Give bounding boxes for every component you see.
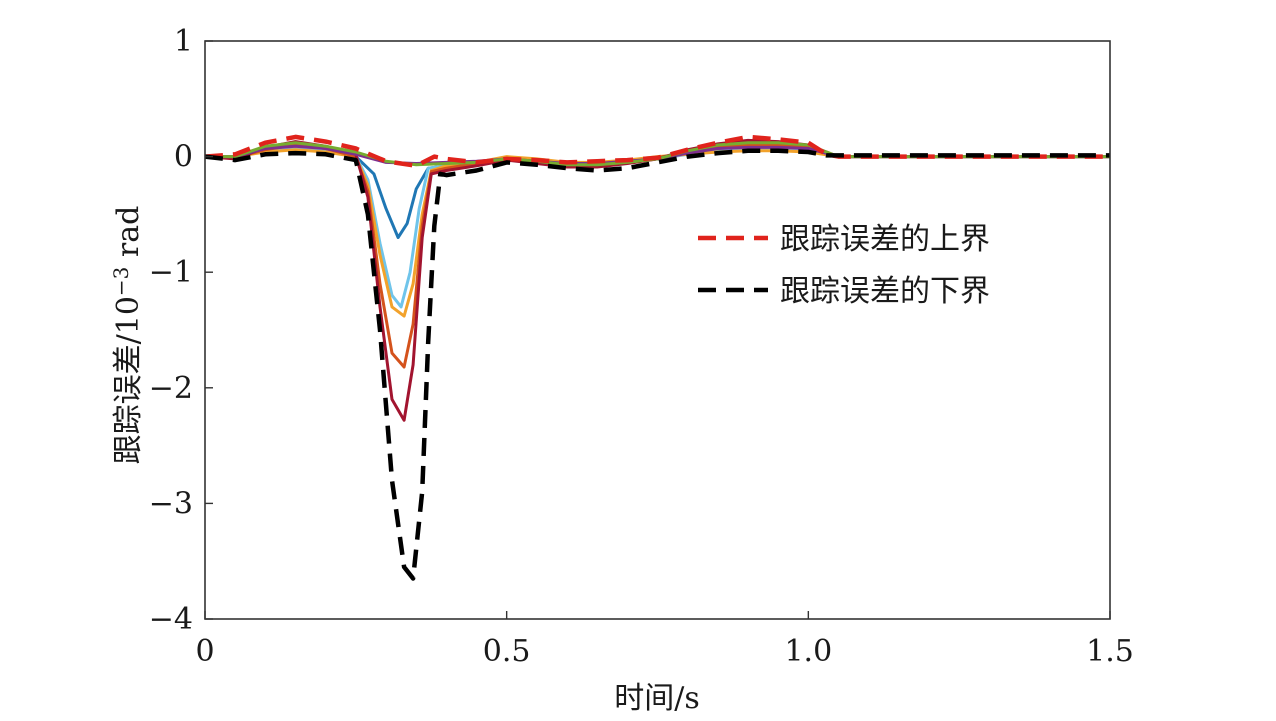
y-tick-label: −3 [149,486,193,521]
y-tick-label: −4 [149,602,193,637]
x-tick-label: 1.0 [784,634,832,669]
ticks-layer: 0 0.5 1.0 1.5 1 0 −1 −2 −3 −4 [149,24,1134,669]
y-tick-label: 1 [174,24,193,59]
y-tick-label: −2 [149,371,193,406]
series-layer [204,134,1110,581]
y-tick-label: 0 [174,140,193,175]
x-tick-label: 0 [195,634,214,669]
y-axis-label-exponent: −3 [109,267,133,296]
x-axis-label: 时间/s [614,681,700,716]
y-axis-label: 跟踪误差/10−3 rad [109,206,146,465]
legend-label: 跟踪误差的上界 [780,222,990,257]
y-axis-label-unit: rad [111,206,146,267]
plot-frame [204,40,1111,620]
y-tick-label: −1 [149,255,193,290]
bound-series-line [204,134,1110,169]
legend-label: 跟踪误差的下界 [780,274,990,309]
x-tick-label: 1.5 [1086,634,1134,669]
bound-series-line [204,148,1110,581]
y-axis-label-main: 跟踪误差/10 [111,296,146,464]
x-tick-label: 0.5 [483,634,531,669]
